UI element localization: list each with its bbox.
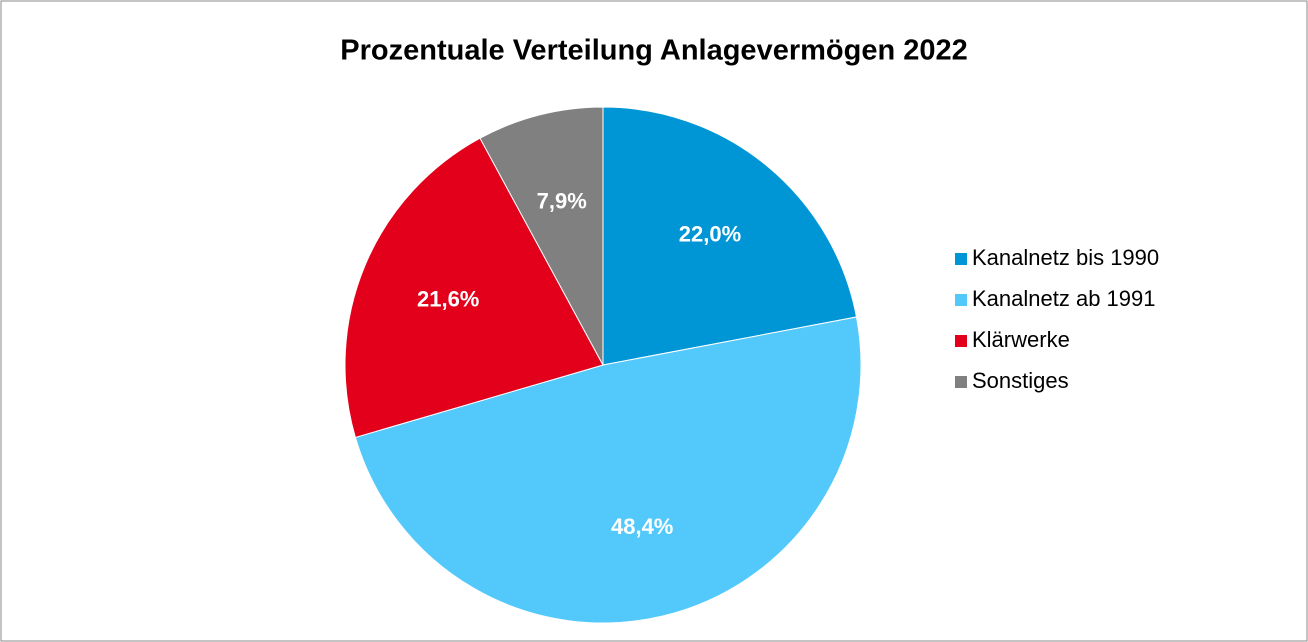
data-label: 22,0%: [679, 222, 741, 247]
pie-slice: [602, 106, 858, 366]
legend-label: Sonstiges: [972, 368, 1069, 393]
legend-label: Kanalnetz ab 1991: [972, 286, 1156, 311]
chart-title: Prozentuale Verteilung Anlagevermögen 20…: [340, 35, 967, 67]
data-label: 21,6%: [417, 286, 479, 311]
data-label: 48,4%: [611, 514, 673, 539]
legend-swatch: [955, 294, 967, 306]
legend-swatch: [955, 335, 967, 347]
legend-swatch: [955, 376, 967, 388]
data-label: 7,9%: [537, 188, 587, 213]
legend-label: Kanalnetz bis 1990: [972, 245, 1159, 270]
legend-label: Klärwerke: [972, 327, 1070, 352]
pie-slice: [344, 137, 604, 439]
pie-slice: [354, 316, 862, 624]
legend-swatch: [955, 253, 967, 265]
pie-slice: [479, 106, 604, 366]
